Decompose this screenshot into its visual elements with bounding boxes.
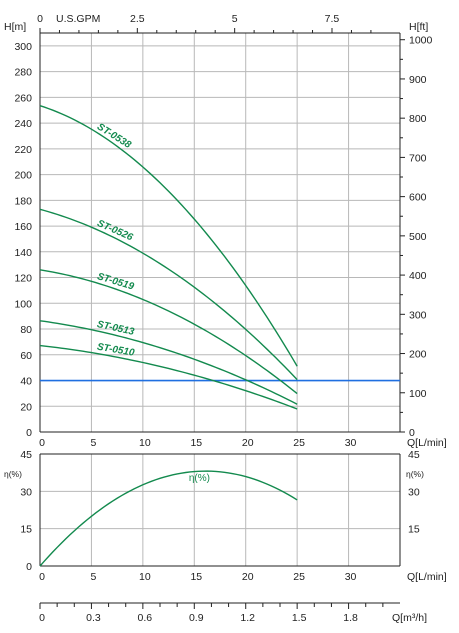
eff-x-tick-label: 30	[345, 571, 357, 583]
y-tick-label-ft: 900	[409, 74, 427, 86]
eff-y-right-title: η(%)	[406, 469, 424, 479]
x-top-tick-label: 5	[232, 13, 238, 25]
x-top-tick-label: 2.5	[130, 13, 145, 25]
x-top-tick-label: 7.5	[325, 13, 340, 25]
head-x-top-axis: 0 2.5 5 7.5 U.S.GPM	[37, 13, 372, 33]
y-axis-left-title: H[m]	[4, 21, 26, 33]
head-x-ticks: 0 5 10 15 20 25 30	[39, 437, 356, 449]
y-tick-label-ft: 600	[409, 192, 427, 204]
series-line	[39, 269, 298, 395]
series-line	[39, 470, 298, 567]
series-label: η(%)	[189, 473, 210, 484]
eff-y-right-tick-label: 15	[408, 524, 420, 536]
y-tick-label-ft: 100	[409, 388, 427, 400]
y-tick-label-ft: 300	[409, 309, 427, 321]
y-tick-label-ft: 500	[409, 231, 427, 243]
y-tick-label-ft: 200	[409, 349, 427, 361]
eff-x-tick-label: 15	[190, 571, 202, 583]
eff-x-tick-label: 5	[91, 571, 97, 583]
x-tick-label: 5	[91, 437, 97, 449]
head-grid	[40, 33, 400, 432]
x-tick-label: 10	[139, 437, 151, 449]
m3h-tick-label: 0.9	[189, 612, 204, 624]
m3h-tick-label: 1.8	[343, 612, 358, 624]
eff-y-right-tick-label: 45	[408, 449, 420, 461]
eff-y-tick-label: 0	[26, 561, 32, 573]
eff-y-left-title: η(%)	[4, 469, 22, 479]
efficiency-chart: 0 15 30 45 η(%) 15 30 45 η(%) 0 5 10 15 20 25 30 Q[L/min…	[4, 449, 447, 583]
eff-y-tick-label: 15	[20, 524, 32, 536]
y-tick-label-ft: 1000	[409, 35, 433, 47]
x-tick-label: 0	[39, 437, 45, 449]
y-tick-label-m: 100	[14, 298, 32, 310]
y-tick-label-m: 240	[14, 118, 32, 130]
y-tick-label-m: 200	[14, 170, 32, 182]
y-tick-label-m: 300	[14, 41, 32, 53]
flow-axis-m3h: 0 0.3 0.6 0.9 1.2 1.5 1.8 Q[m³/h]	[39, 602, 427, 624]
series-st-0510: ST-0510	[39, 342, 298, 410]
y-tick-label-m: 180	[14, 195, 32, 207]
y-tick-label-m: 80	[20, 324, 32, 336]
y-tick-label-m: 140	[14, 247, 32, 259]
series-st-0513: ST-0513	[39, 319, 298, 405]
m3h-tick-label: 0.3	[86, 612, 101, 624]
y-tick-label-m: 0	[26, 427, 32, 439]
y-tick-label-m: 280	[14, 67, 32, 79]
x-top-tick-label: 0	[37, 13, 43, 25]
x-top-axis-title: U.S.GPM	[56, 13, 100, 25]
head-y-right-ticks: 0 100 200 300 400 500 600 700 800 900 1000	[400, 35, 433, 439]
m3h-axis-title: Q[m³/h]	[392, 612, 427, 624]
series-efficiency: η(%)	[39, 470, 298, 567]
y-tick-label-ft: 800	[409, 113, 427, 125]
series-st-0526: ST-0526	[39, 208, 298, 381]
y-tick-label-m: 220	[14, 144, 32, 156]
m3h-tick-label: 1.5	[292, 612, 307, 624]
eff-x-tick-label: 0	[39, 571, 45, 583]
m3h-tick-label: 0.6	[138, 612, 153, 624]
eff-y-tick-label: 30	[20, 486, 32, 498]
eff-y-right-ticks: 15 30 45	[408, 449, 420, 536]
series-line	[39, 105, 298, 367]
y-tick-label-m: 60	[20, 350, 32, 362]
eff-y-right-tick-label: 30	[408, 486, 420, 498]
series-label: ST-0538	[95, 122, 133, 152]
eff-x-ticks: 0 5 10 15 20 25 30	[39, 571, 356, 583]
efficiency-grid	[40, 453, 400, 566]
y-tick-label-ft: 400	[409, 270, 427, 282]
y-tick-label-m: 20	[20, 401, 32, 413]
eff-x-tick-label: 10	[139, 571, 151, 583]
series-line	[39, 320, 298, 405]
m3h-tick-label: 1.2	[240, 612, 255, 624]
eff-x-tick-label: 25	[293, 571, 305, 583]
eff-x-tick-label: 20	[242, 571, 254, 583]
x-tick-label: 15	[190, 437, 202, 449]
x-tick-label: 20	[242, 437, 254, 449]
y-tick-label-ft: 700	[409, 152, 427, 164]
series-st-0519: ST-0519	[39, 269, 298, 395]
m3h-tick-label: 0	[39, 612, 45, 624]
x-axis-title: Q[L/min]	[407, 437, 447, 449]
y-tick-label-m: 120	[14, 273, 32, 285]
series-line	[39, 208, 298, 381]
y-tick-label-m: 40	[20, 376, 32, 388]
x-tick-label: 25	[293, 437, 305, 449]
series-line	[39, 344, 298, 410]
head-chart: 0204060801001201401601802002202402602803…	[4, 13, 447, 449]
y-tick-label-ft: 0	[409, 427, 415, 439]
y-tick-label-m: 260	[14, 92, 32, 104]
eff-y-tick-label: 45	[20, 449, 32, 461]
eff-y-left-ticks: 0 15 30 45	[20, 449, 32, 573]
y-tick-label-m: 160	[14, 221, 32, 233]
head-y-left-ticks: 0 20 40 60 80 100 120 140 160 180 200 220 240 260 280 3…	[14, 41, 32, 439]
y-axis-right-title: H[ft]	[409, 21, 428, 33]
eff-x-axis-title: Q[L/min]	[407, 571, 447, 583]
x-tick-label: 30	[345, 437, 357, 449]
